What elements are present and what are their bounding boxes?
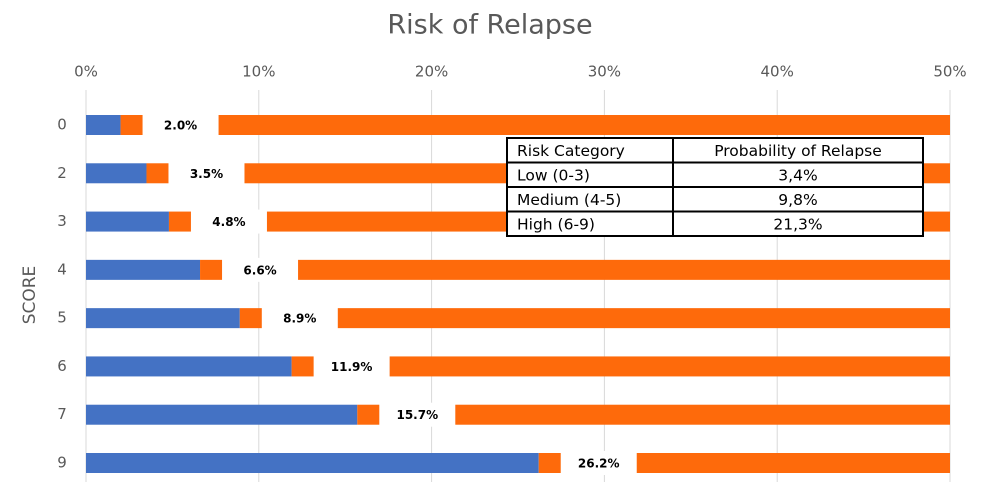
y-tick-label: 0: [57, 116, 67, 134]
x-tick-label: 0%: [74, 63, 98, 81]
table-cell: 21,3%: [773, 215, 822, 233]
data-label: 3.5%: [190, 167, 223, 181]
bar-segment: [120, 115, 950, 135]
chart-title: Risk of Relapse: [387, 10, 592, 41]
bar-segment: [86, 356, 292, 377]
x-tick-label: 30%: [588, 63, 621, 81]
y-tick-label: 7: [57, 405, 67, 423]
bar-segment: [86, 115, 121, 135]
x-tick-label: 20%: [415, 63, 448, 81]
y-axis-label: SCORE: [20, 266, 40, 325]
y-tick-label: 5: [57, 309, 67, 327]
data-label: 6.6%: [243, 263, 276, 277]
label-box: [142, 113, 219, 137]
y-tick-label: 3: [57, 212, 67, 230]
bar-segment: [291, 356, 950, 377]
bar-segment: [86, 404, 358, 425]
bar-segment: [86, 211, 169, 232]
y-tick-label: 6: [57, 357, 67, 375]
bar-segment: [357, 404, 950, 425]
data-label: 15.7%: [396, 408, 438, 422]
bar-segment: [86, 163, 147, 184]
y-tick-label: 2: [57, 164, 67, 182]
bar-segment: [86, 453, 539, 473]
bar-segment: [86, 259, 201, 280]
bar-segment: [239, 308, 950, 329]
table-cell: High (6-9): [517, 215, 595, 233]
table-cell: Risk Category: [517, 142, 625, 160]
bar-segment: [538, 453, 950, 473]
table-cell: Probability of Relapse: [714, 142, 882, 160]
bar-segment: [200, 259, 950, 280]
table-cell: 3,4%: [778, 166, 817, 184]
table-cell: Medium (4-5): [517, 191, 621, 209]
label-box: [261, 306, 338, 331]
x-tick-label: 40%: [761, 63, 794, 81]
bar-segment: [86, 308, 240, 329]
label-box: [168, 161, 245, 186]
label-box: [560, 451, 637, 475]
table-cell: Low (0-3): [517, 166, 590, 184]
data-label: 11.9%: [331, 360, 373, 374]
label-box: [313, 354, 390, 379]
data-label: 4.8%: [212, 215, 245, 229]
x-tick-label: 10%: [242, 63, 275, 81]
data-label: 2.0%: [164, 119, 197, 133]
table-cell: 9,8%: [778, 191, 817, 209]
label-box: [190, 209, 267, 234]
x-tick-label: 50%: [933, 63, 966, 81]
data-label: 8.9%: [283, 312, 316, 326]
data-label: 26.2%: [578, 457, 620, 471]
label-box: [222, 257, 299, 282]
label-box: [379, 402, 456, 427]
y-tick-label: 4: [57, 260, 67, 278]
y-tick-label: 9: [57, 454, 67, 472]
